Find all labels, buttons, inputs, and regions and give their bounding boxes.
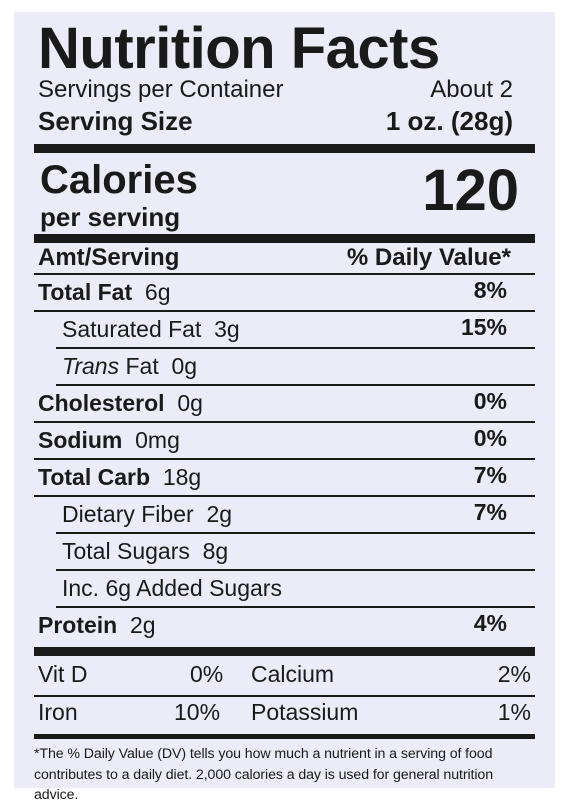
nutrient-daily-value: 7% [473, 499, 507, 525]
vitamin-value: 10% [174, 699, 221, 725]
vitamin-value: 1% [497, 699, 531, 725]
nutrient-amount: 2g [130, 612, 156, 638]
divider [34, 695, 535, 697]
calories-sub-label: per serving [40, 202, 181, 232]
nutrient-label: Dietary Fiber [62, 501, 194, 527]
nutrient-row: Saturated Fat 3g 15% [34, 312, 535, 349]
calories-label: Calories [40, 158, 198, 202]
nutrient-label: Fat [119, 353, 159, 379]
nutrient-name: Saturated Fat 3g [62, 316, 240, 343]
amt-serving-label: Amt/Serving [38, 244, 180, 271]
nutrient-name: Total Sugars 8g [62, 538, 228, 565]
divider [34, 421, 535, 423]
nutrient-row: Dietary Fiber 2g 7% [34, 497, 535, 534]
nutrient-label: Saturated Fat [62, 316, 202, 342]
divider [34, 458, 535, 460]
calories-value: 120 [422, 158, 519, 223]
divider-thick [34, 144, 535, 153]
vitamin-name: Calcium [251, 661, 335, 687]
footnote: *The % Daily Value (DV) tells you how mu… [34, 744, 539, 806]
nutrition-label: Nutrition Facts Servings per Container A… [14, 12, 555, 803]
nutrient-row: Sodium 0mg 0% [34, 423, 535, 460]
footnote-line: contributes to a daily diet. 2,000 calor… [34, 766, 493, 804]
nutrient-name: Dietary Fiber 2g [62, 501, 232, 528]
footnote-line: *The % Daily Value (DV) tells you how mu… [34, 746, 493, 762]
nutrient-amount: 2g [206, 501, 233, 527]
nutrient-name: Inc. 6g Added Sugars [62, 575, 295, 602]
nutrient-daily-value: 0% [473, 388, 507, 414]
servings-value: About 2 [430, 76, 513, 103]
nutrient-row: Total Carb 18g 7% [34, 460, 535, 497]
serving-size-value: 1 oz. (28g) [385, 106, 513, 136]
divider [34, 495, 535, 497]
nutrient-label: Sodium [38, 427, 123, 453]
nutrient-daily-value: 0% [473, 425, 507, 451]
divider-thick [34, 647, 535, 656]
nutrient-amount: 0g [171, 353, 198, 379]
daily-value-label: % Daily Value* [346, 244, 511, 271]
divider [56, 532, 535, 534]
nutrient-label: Protein [38, 612, 118, 638]
serving-size-label: Serving Size [38, 106, 193, 136]
vitamin-row: Vit D 0% Calcium 2% [34, 658, 535, 694]
divider [56, 347, 535, 349]
divider-thick [34, 234, 535, 243]
vitamin-value: 0% [190, 661, 224, 687]
nutrient-label: Total Fat [38, 279, 133, 305]
nutrient-row: Protein 2g 4% [34, 608, 535, 645]
nutrient-row: Total Fat 6g 8% [34, 275, 535, 312]
nutrient-amount: 6g [144, 279, 171, 305]
nutrient-amount: 8g [202, 538, 229, 564]
divider [34, 310, 535, 312]
vitamin-name: Iron [38, 699, 78, 725]
vitamin-name: Potassium [251, 699, 359, 725]
nutrient-label: Inc. 6g Added Sugars [62, 575, 282, 601]
nutrient-name: Total Carb 18g [38, 464, 201, 491]
vitamin-row: Iron 10% Potassium 1% [34, 696, 535, 732]
vitamin-name: Vit D [38, 661, 88, 687]
nutrient-row: Cholesterol 0g 0% [34, 386, 535, 423]
nutrient-daily-value: 8% [473, 277, 507, 303]
divider-medium [34, 734, 535, 739]
nutrient-name: Trans Fat 0g [62, 353, 197, 380]
nutrient-name: Sodium 0mg [38, 427, 180, 454]
divider [56, 606, 535, 608]
nutrient-daily-value: 15% [460, 314, 507, 340]
nutrient-label: Cholesterol [38, 390, 165, 416]
nutrient-row: Trans Fat 0g [34, 349, 535, 386]
nutrient-name-italic: Trans [62, 353, 120, 379]
vitamin-value: 2% [497, 661, 531, 687]
nutrient-label: Total Sugars [62, 538, 190, 564]
label-title: Nutrition Facts [38, 16, 440, 81]
nutrient-name: Total Fat 6g [38, 279, 171, 306]
nutrient-name: Cholesterol 0g [38, 390, 203, 417]
nutrient-amount: 0mg [135, 427, 180, 453]
nutrient-name: Protein 2g [38, 612, 156, 639]
divider [34, 273, 535, 275]
nutrient-daily-value: 4% [473, 610, 507, 636]
nutrient-amount: 0g [177, 390, 203, 416]
nutrient-amount: 18g [162, 464, 202, 490]
divider [56, 384, 535, 386]
nutrient-amount: 3g [214, 316, 240, 342]
nutrient-daily-value: 7% [473, 462, 507, 488]
divider [56, 569, 535, 571]
servings-label: Servings per Container [38, 76, 284, 103]
nutrient-label: Total Carb [38, 464, 151, 490]
nutrient-row: Total Sugars 8g [34, 534, 535, 571]
nutrient-row: Inc. 6g Added Sugars [34, 571, 535, 608]
